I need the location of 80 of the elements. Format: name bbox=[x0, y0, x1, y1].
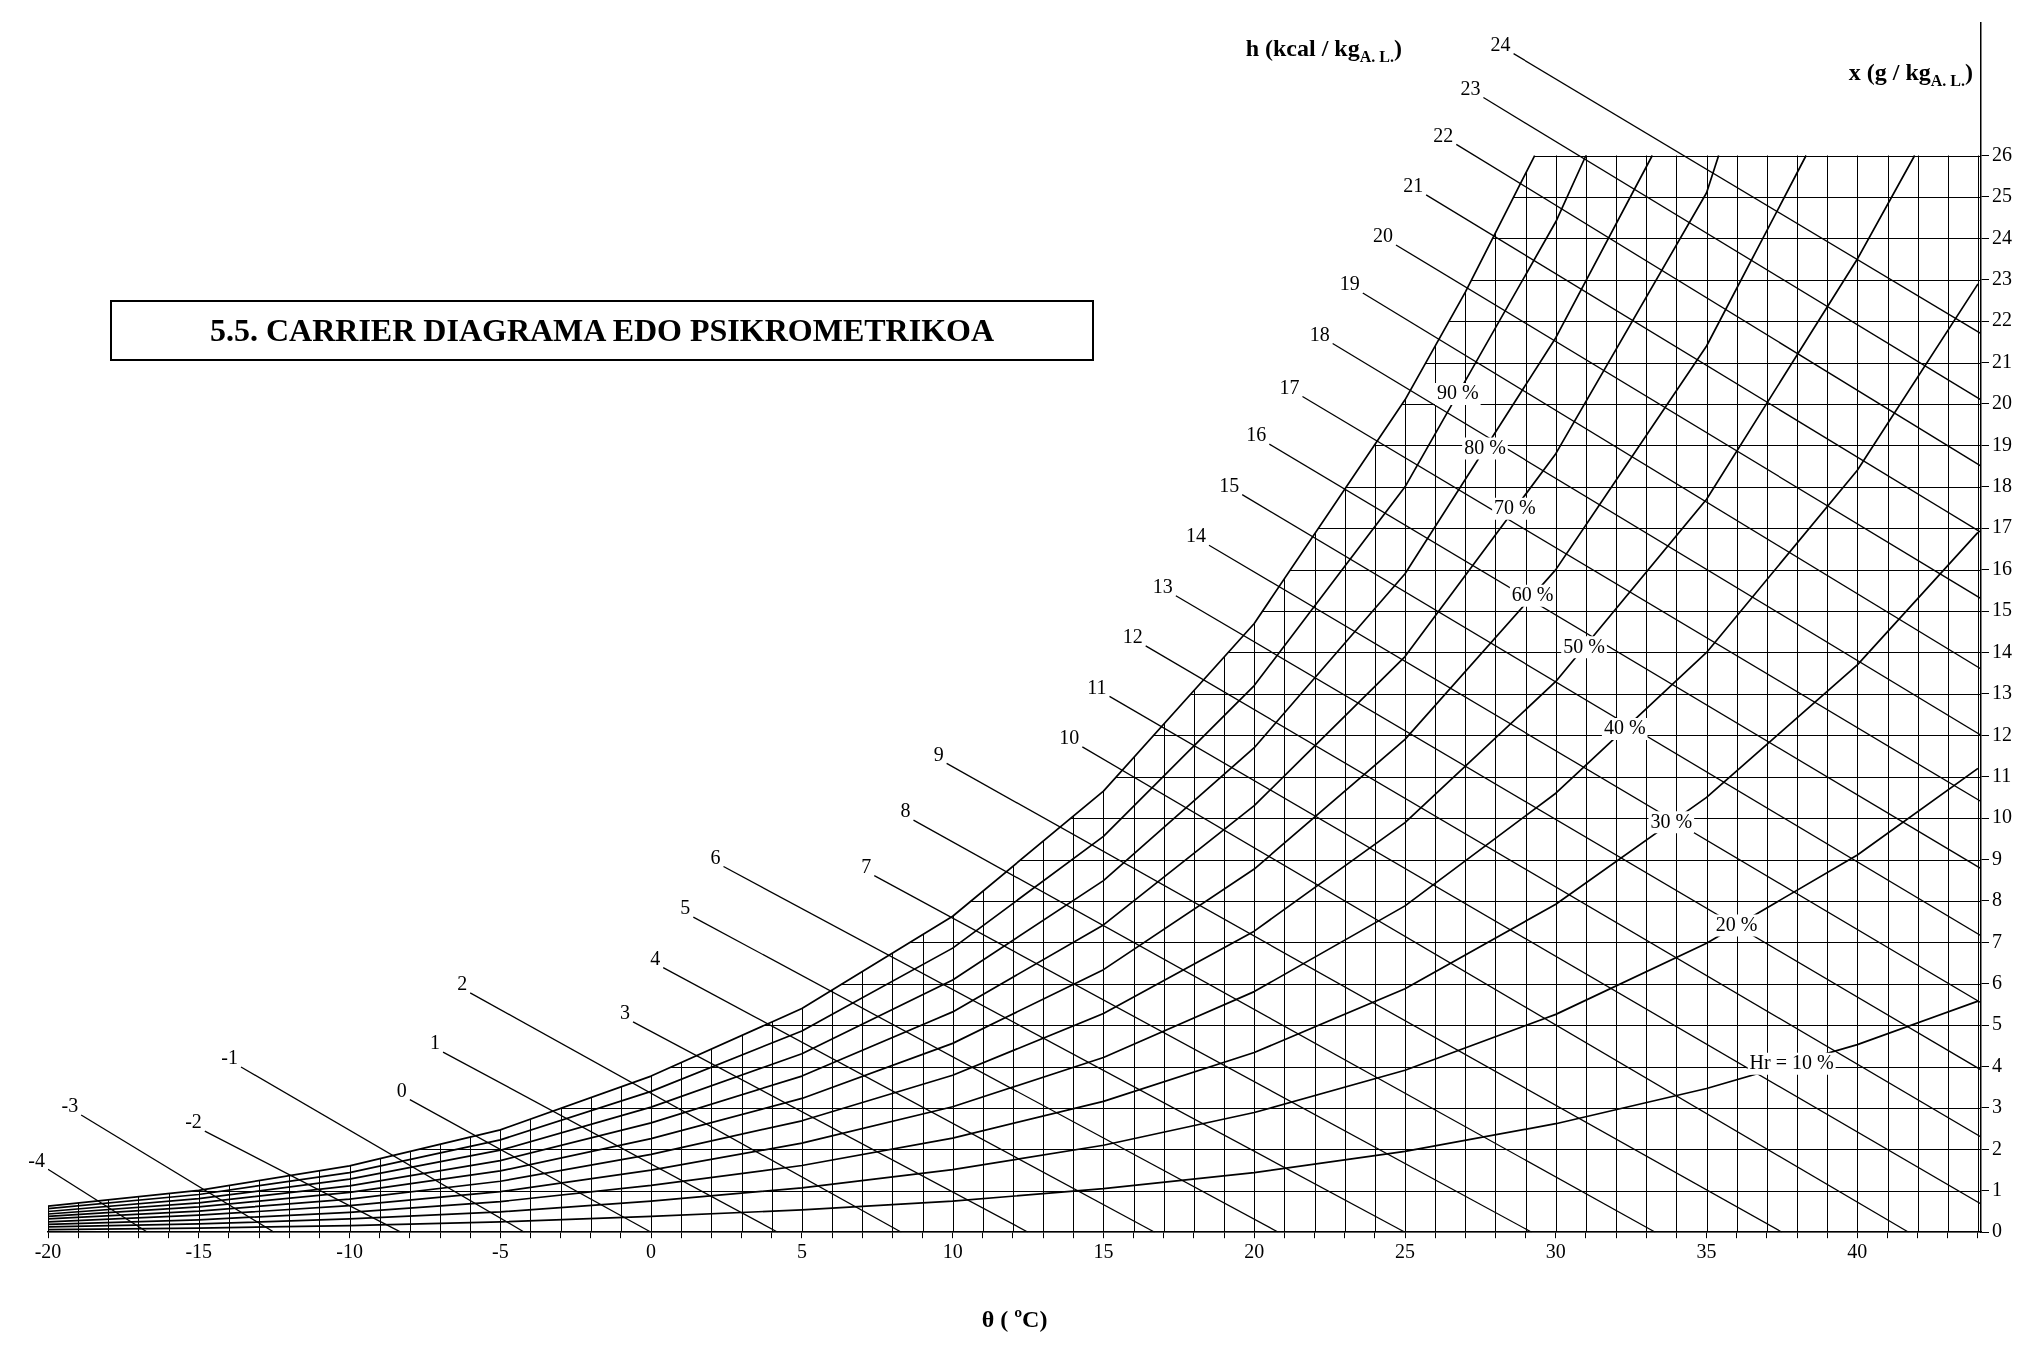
y-tick-label: 18 bbox=[1992, 474, 2012, 497]
series-label: 23 bbox=[1460, 76, 1481, 99]
series-label: 19 bbox=[1339, 272, 1360, 295]
x-tick-label: 10 bbox=[942, 1240, 963, 1263]
series-label: -4 bbox=[28, 1148, 45, 1171]
y-tick-label: 13 bbox=[1992, 681, 2012, 704]
x-tick-label: -20 bbox=[34, 1240, 62, 1263]
y-tick-label: 26 bbox=[1992, 142, 2012, 165]
y-tick-label: 17 bbox=[1992, 515, 2012, 538]
series-label: 13 bbox=[1152, 574, 1173, 597]
x-tick-label: 25 bbox=[1395, 1240, 1416, 1263]
series-label: 15 bbox=[1219, 473, 1240, 496]
series-label: 24 bbox=[1490, 32, 1511, 55]
series-label: 3 bbox=[620, 1001, 631, 1024]
series-label: 5 bbox=[680, 896, 691, 919]
series-label: 9 bbox=[933, 742, 944, 765]
x-tick-label: -10 bbox=[336, 1240, 363, 1263]
series-label: -1 bbox=[221, 1046, 238, 1069]
y-tick-label: 20 bbox=[1992, 391, 2012, 414]
series-label: 80 % bbox=[1464, 435, 1506, 458]
series-label: 22 bbox=[1433, 123, 1454, 146]
x-tick-label: 40 bbox=[1847, 1240, 1868, 1263]
y-tick-label: 9 bbox=[1992, 846, 2002, 869]
y-tick-label: 2 bbox=[1992, 1136, 2002, 1159]
y-tick-label: 7 bbox=[1992, 929, 2002, 952]
y-tick-label: 19 bbox=[1992, 432, 2012, 455]
x-tick-label: 30 bbox=[1545, 1240, 1566, 1263]
series-label: 40 % bbox=[1603, 716, 1646, 739]
series-label: 50 % bbox=[1563, 634, 1605, 657]
x-tick-label: 15 bbox=[1093, 1240, 1114, 1263]
x-tick-label: 5 bbox=[796, 1240, 807, 1263]
y-tick-label: 10 bbox=[1992, 805, 2012, 828]
y-tick-label: 6 bbox=[1992, 970, 2002, 993]
series-label: 14 bbox=[1186, 524, 1207, 547]
x-tick-label: -5 bbox=[492, 1240, 509, 1263]
y-tick-label: 0 bbox=[1992, 1219, 2002, 1242]
series-label: -3 bbox=[61, 1094, 79, 1117]
series-label: 10 bbox=[1059, 726, 1080, 749]
series-label: 0 bbox=[396, 1078, 407, 1101]
x-tick-label: 20 bbox=[1244, 1240, 1265, 1263]
y-tick-label: 5 bbox=[1992, 1012, 2002, 1035]
x-tick-label: 35 bbox=[1696, 1240, 1717, 1263]
series-label: 12 bbox=[1122, 625, 1143, 648]
series-label: 11 bbox=[1087, 675, 1107, 698]
series-label: 8 bbox=[900, 799, 911, 822]
x-tick-label: -15 bbox=[185, 1240, 213, 1263]
series-label: 21 bbox=[1403, 174, 1424, 197]
series-label: 2 bbox=[457, 972, 468, 995]
y-tick-label: 12 bbox=[1992, 722, 2012, 745]
y-tick-label: 15 bbox=[1992, 598, 2012, 621]
series-label: 30 % bbox=[1650, 809, 1693, 832]
series-label: 1 bbox=[430, 1031, 441, 1054]
y-tick-label: 22 bbox=[1992, 308, 2012, 331]
series-label: -2 bbox=[185, 1110, 202, 1133]
y-tick-label: 11 bbox=[1992, 763, 2012, 786]
x-axis-title: θ ( ºC) bbox=[981, 1305, 1048, 1332]
y-tick-label: 25 bbox=[1992, 184, 2012, 207]
series-label: 90 % bbox=[1436, 381, 1479, 404]
series-label: 4 bbox=[650, 946, 661, 969]
y-tick-label: 14 bbox=[1992, 639, 2012, 662]
text: 5.5. CARRIER DIAGRAMA EDO PSIKROMETRIKOA bbox=[110, 300, 1094, 361]
series-label: 16 bbox=[1246, 423, 1267, 446]
y-tick-label: 16 bbox=[1992, 556, 2012, 579]
series-label: Hr = 10 % bbox=[1749, 1050, 1834, 1073]
y-tick-label: 21 bbox=[1992, 349, 2012, 372]
y-tick-label: 8 bbox=[1992, 888, 2002, 911]
y-tick-label: 4 bbox=[1992, 1053, 2002, 1076]
series-label: 6 bbox=[710, 845, 721, 868]
series-label: 60 % bbox=[1511, 582, 1554, 605]
series-label: 18 bbox=[1309, 322, 1330, 345]
y-tick-label: 3 bbox=[1992, 1095, 2002, 1118]
series-label: 70 % bbox=[1494, 495, 1536, 518]
x-tick-label: 0 bbox=[646, 1240, 657, 1263]
series-label: 7 bbox=[861, 854, 872, 877]
series-label: 20 % bbox=[1715, 912, 1758, 935]
series-label: 20 bbox=[1372, 224, 1393, 247]
series-label: 17 bbox=[1279, 375, 1300, 398]
y-tick-label: 24 bbox=[1992, 225, 2012, 248]
y-tick-label: 1 bbox=[1992, 1178, 2002, 1201]
y-tick-label: 23 bbox=[1992, 267, 2012, 289]
